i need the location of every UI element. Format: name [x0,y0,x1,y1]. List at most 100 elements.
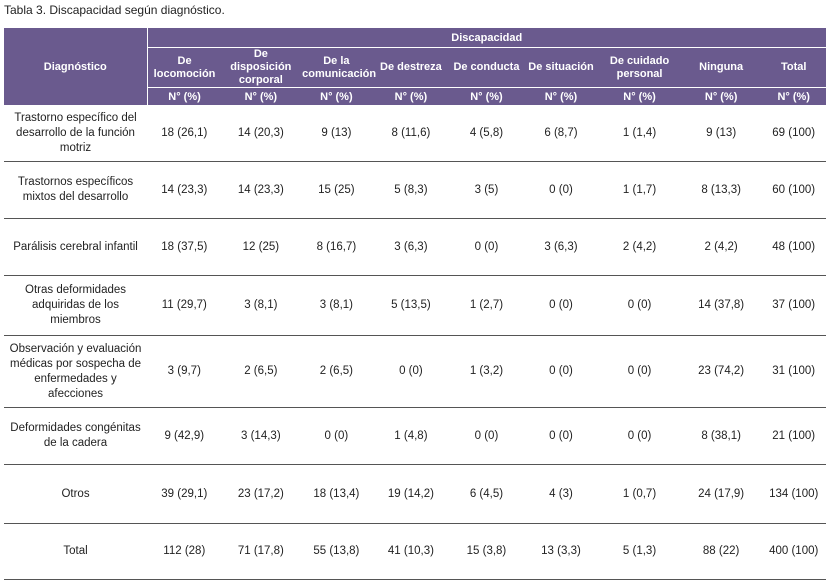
diagnosis-cell: Trastornos específicos mixtos del desarr… [4,161,148,219]
value-cell: 0 (0) [372,335,450,408]
unit-header: N° (%) [372,87,450,105]
value-cell: 6 (8,7) [523,105,599,162]
col-header-conducta: De conducta [449,47,524,88]
value-cell: 5 (13,5) [372,275,450,336]
value-cell: 0 (0) [449,218,524,276]
table-row: Trastorno específico del desarrollo de l… [4,105,826,162]
diagnosis-cell: Total [4,523,148,580]
value-cell: 2 (4,2) [598,218,681,276]
total-cell: 400 (100) [761,523,826,580]
table-caption: Tabla 3. Discapacidad según diagnóstico. [4,3,225,17]
unit-header: N° (%) [449,87,524,105]
diagnosis-cell: Otras deformidades adquiridas de los mie… [4,275,148,336]
value-cell: 8 (38,1) [680,407,762,465]
table-row: Trastornos específicos mixtos del desarr… [4,161,826,219]
total-cell: 37 (100) [761,275,826,336]
value-cell: 3 (8,1) [221,275,301,336]
unit-header: N° (%) [300,87,373,105]
value-cell: 1 (3,2) [449,335,524,408]
total-cell: 48 (100) [761,218,826,276]
value-cell: 9 (42,9) [147,407,222,465]
col-header-total: Total [761,47,826,88]
header-diagnosis: Diagnóstico [4,28,148,105]
value-cell: 3 (5) [449,161,524,219]
diagnosis-cell: Otros [4,464,148,524]
value-cell: 2 (4,2) [680,218,762,276]
total-cell: 31 (100) [761,335,826,408]
table-row: Observación y evaluación médicas por sos… [4,335,826,408]
value-cell: 1 (0,7) [598,464,681,524]
value-cell: 19 (14,2) [372,464,450,524]
value-cell: 11 (29,7) [147,275,222,336]
value-cell: 0 (0) [523,161,599,219]
value-cell: 88 (22) [680,523,762,580]
unit-header: N° (%) [221,87,301,105]
value-cell: 1 (4,8) [372,407,450,465]
table-row: Otras deformidades adquiridas de los mie… [4,275,826,336]
value-cell: 6 (4,5) [449,464,524,524]
value-cell: 1 (2,7) [449,275,524,336]
table-row: Deformidades congénitas de la cadera 9 (… [4,407,826,465]
value-cell: 2 (6,5) [300,335,373,408]
header-disability-group: Discapacidad [147,28,826,48]
value-cell: 55 (13,8) [300,523,373,580]
value-cell: 0 (0) [598,407,681,465]
value-cell: 0 (0) [449,407,524,465]
unit-header: N° (%) [598,87,681,105]
value-cell: 3 (6,3) [523,218,599,276]
value-cell: 8 (16,7) [300,218,373,276]
disability-table: Diagnóstico Discapacidad De locomoción D… [4,28,826,580]
value-cell: 13 (3,3) [523,523,599,580]
diagnosis-cell: Trastorno específico del desarrollo de l… [4,105,148,162]
table-row: Otros 39 (29,1) 23 (17,2) 18 (13,4) 19 (… [4,464,826,524]
value-cell: 0 (0) [523,335,599,408]
value-cell: 3 (8,1) [300,275,373,336]
col-header-ninguna: Ninguna [680,47,762,88]
value-cell: 0 (0) [598,275,681,336]
unit-header: N° (%) [680,87,762,105]
value-cell: 18 (13,4) [300,464,373,524]
value-cell: 0 (0) [300,407,373,465]
value-cell: 3 (6,3) [372,218,450,276]
unit-header: N° (%) [147,87,222,105]
value-cell: 9 (13) [300,105,373,162]
diagnosis-cell: Observación y evaluación médicas por sos… [4,335,148,408]
value-cell: 5 (1,3) [598,523,681,580]
value-cell: 4 (5,8) [449,105,524,162]
value-cell: 8 (11,6) [372,105,450,162]
value-cell: 14 (23,3) [147,161,222,219]
value-cell: 39 (29,1) [147,464,222,524]
value-cell: 2 (6,5) [221,335,301,408]
value-cell: 18 (26,1) [147,105,222,162]
value-cell: 23 (74,2) [680,335,762,408]
col-header-situacion: De situación [523,47,599,88]
diagnosis-cell: Deformidades congénitas de la cadera [4,407,148,465]
value-cell: 71 (17,8) [221,523,301,580]
col-header-destreza: De destreza [372,47,450,88]
value-cell: 0 (0) [523,407,599,465]
col-header-cuidado-personal: De cuidado personal [598,47,681,88]
value-cell: 14 (20,3) [221,105,301,162]
value-cell: 12 (25) [221,218,301,276]
value-cell: 24 (17,9) [680,464,762,524]
value-cell: 1 (1,4) [598,105,681,162]
col-header-comunicacion: De la comunicación [300,47,376,88]
value-cell: 15 (3,8) [449,523,524,580]
col-header-locomocion: De locomoción [147,47,222,88]
value-cell: 3 (14,3) [221,407,301,465]
value-cell: 0 (0) [523,275,599,336]
total-cell: 60 (100) [761,161,826,219]
value-cell: 9 (13) [680,105,762,162]
total-cell: 21 (100) [761,407,826,465]
value-cell: 18 (37,5) [147,218,222,276]
value-cell: 5 (8,3) [372,161,450,219]
value-cell: 8 (13,3) [680,161,762,219]
unit-header: N° (%) [523,87,599,105]
value-cell: 3 (9,7) [147,335,222,408]
unit-header: N° (%) [761,87,826,105]
value-cell: 15 (25) [300,161,373,219]
value-cell: 41 (10,3) [372,523,450,580]
total-cell: 134 (100) [761,464,826,524]
value-cell: 112 (28) [147,523,222,580]
diagnosis-cell: Parálisis cerebral infantil [4,218,148,276]
